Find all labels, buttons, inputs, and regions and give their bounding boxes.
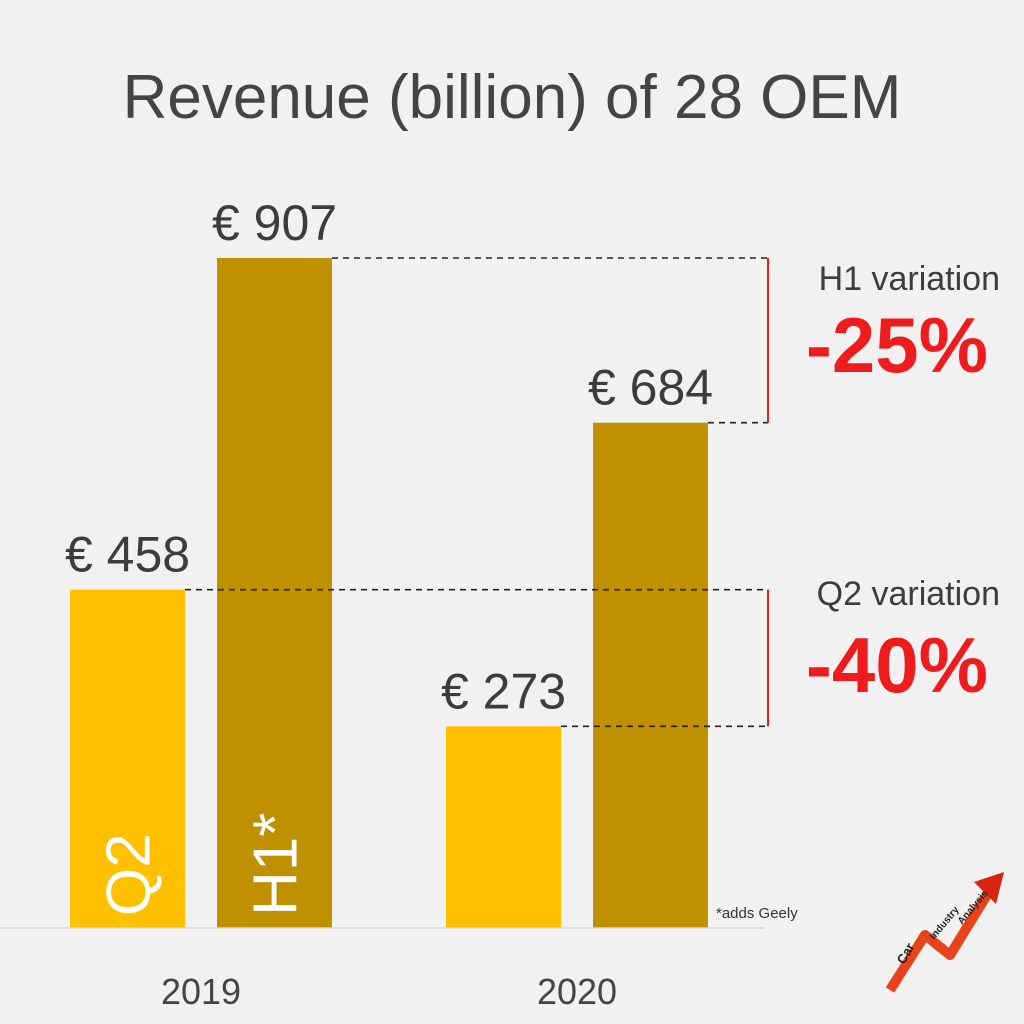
- chart-title: Revenue (billion) of 28 OEM: [123, 63, 902, 132]
- value-label-h1-2019: € 907: [212, 195, 337, 251]
- value-label-h1-2020: € 684: [588, 360, 713, 416]
- bar-q2-2019: [70, 589, 185, 928]
- arrow-head-icon: [974, 872, 1004, 904]
- bars-group: [70, 258, 708, 928]
- value-labels: € 458 Q2 € 907 H1* € 273 € 684: [65, 195, 713, 916]
- bar-h1-2019: [217, 258, 332, 928]
- series-label-h1: H1*: [242, 813, 311, 916]
- q2-variation-label: Q2 variation: [817, 575, 1000, 613]
- h1-variation-label: H1 variation: [819, 260, 1000, 298]
- guide-lines: [185, 257, 768, 728]
- h1-variation-value: -25%: [806, 301, 988, 389]
- footnote: *adds Geely: [716, 905, 798, 922]
- x-label-2020: 2020: [537, 971, 617, 1012]
- q2-variation-value: -40%: [806, 621, 988, 709]
- series-label-q2: Q2: [95, 833, 164, 916]
- value-label-q2-2019: € 458: [65, 527, 190, 583]
- variation-annotations: H1 variation -25% Q2 variation -40%: [767, 258, 1000, 727]
- rising-arrow-icon: [885, 887, 995, 993]
- x-label-2019: 2019: [161, 971, 241, 1012]
- x-axis-labels: 2019 2020: [161, 971, 617, 1012]
- car-industry-analysis-logo: Car Industry Analysis: [885, 872, 1004, 993]
- value-label-q2-2020: € 273: [441, 663, 566, 719]
- bar-q2-2020: [446, 726, 561, 928]
- bar-h1-2020: [593, 422, 708, 928]
